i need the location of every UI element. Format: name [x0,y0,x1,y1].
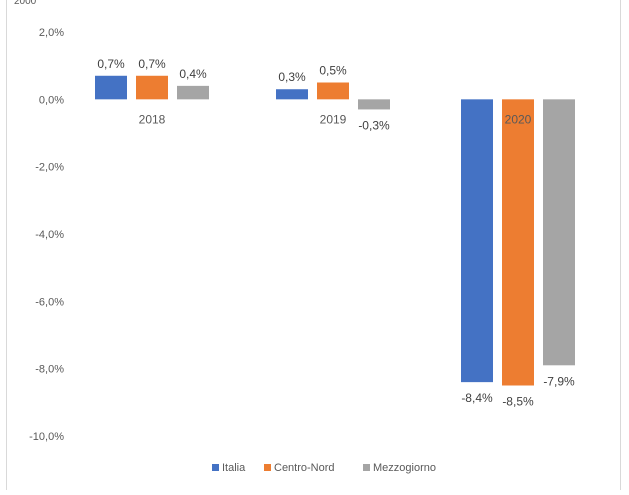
bar-italia-2020 [461,99,493,383]
legend-swatch-mezzogiorno [363,464,370,471]
bar-italia-2019 [276,89,308,100]
y-tick-label: 2,0% [39,27,64,39]
y-tick-label: -6,0% [35,296,64,308]
frame-border-right [620,0,621,490]
legend-swatch-centro-nord [264,464,271,471]
y-tick-label: -4,0% [35,229,64,241]
data-label-mezzogiorno-2020: -7,9% [543,374,575,388]
frame-border-left [6,0,7,490]
legend-label-mezzogiorno: Mezzogiorno [373,462,436,474]
bars [95,75,575,386]
legend-swatch-italia [212,464,219,471]
data-label-mezzogiorno-2018: 0,4% [179,67,207,81]
category-labels: 2018 2019 2020 [139,112,532,126]
cutoff-title-fragment: 2000 [14,0,37,7]
legend: Italia Centro-Nord Mezzogiorno [212,462,436,474]
data-label-italia-2018: 0,7% [97,57,125,71]
bar-centro-nord-2018 [136,75,168,100]
bar-italia-2018 [95,75,127,100]
data-label-mezzogiorno-2019: -0,3% [358,118,390,132]
y-tick-label: -2,0% [35,162,64,174]
bar-centro-nord-2020 [502,99,534,386]
y-tick-label: -8,0% [35,364,64,376]
data-label-italia-2020: -8,4% [461,391,493,405]
category-label-2019: 2019 [320,112,347,126]
data-label-centro-nord-2020: -8,5% [502,395,534,409]
y-tick-label: -10,0% [29,431,64,443]
legend-label-centro-nord: Centro-Nord [274,462,335,474]
data-label-italia-2019: 0,3% [278,70,306,84]
bar-mezzogiorno-2020 [543,99,575,366]
category-label-2020: 2020 [505,112,532,126]
category-label-2018: 2018 [139,112,166,126]
data-label-centro-nord-2019: 0,5% [319,64,347,78]
y-tick-label: 0,0% [39,94,64,106]
data-labels: 0,7% 0,7% 0,4% 0,3% 0,5% -0,3% -8,4% -8,5% -7,9% [97,57,575,409]
bar-mezzogiorno-2019 [358,99,390,110]
data-label-centro-nord-2018: 0,7% [138,57,166,71]
bar-centro-nord-2019 [317,82,349,100]
bar-mezzogiorno-2018 [177,85,209,100]
legend-label-italia: Italia [222,462,246,474]
y-axis: 2,0% 0,0% -2,0% -4,0% -6,0% -8,0% -10,0% [29,27,64,443]
